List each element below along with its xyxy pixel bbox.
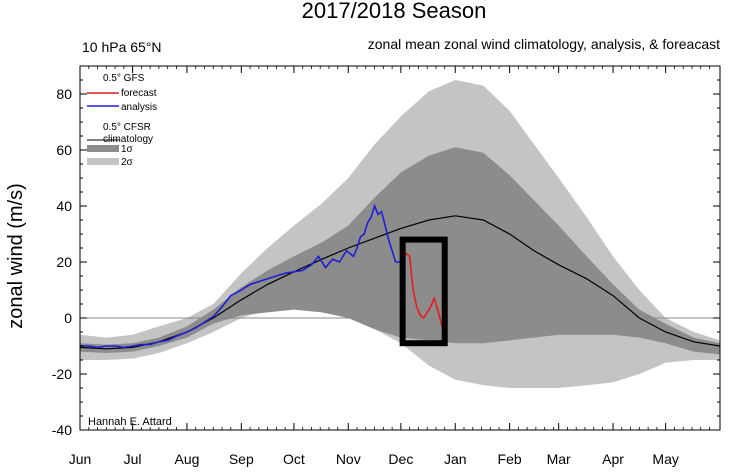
- legend-cfsr-title: 0.5° CFSR: [103, 122, 151, 133]
- legend-gfs-title: 0.5° GFS: [103, 73, 145, 84]
- y-tick-label: 0: [64, 310, 72, 326]
- highlight-box: [399, 236, 448, 347]
- x-tick-label: Mar: [547, 451, 571, 467]
- legend-2sigma-swatch: [87, 158, 119, 165]
- y-tick-label: 80: [56, 86, 72, 102]
- axes: -40 -20 0 20 40 60 80 Jun Jul Aug Sep Oct Nov Dec Jan F…: [52, 65, 721, 467]
- legend-forecast-label: forecast: [121, 88, 157, 99]
- y-axis-label: zonal wind (m/s): [5, 183, 27, 329]
- y-tick-label: -20: [52, 366, 72, 382]
- chart-title: 2017/2018 Season: [302, 0, 487, 23]
- x-tick-label: Dec: [388, 451, 413, 467]
- x-tick-label: Nov: [336, 451, 361, 467]
- x-tick-label: Jan: [444, 451, 467, 467]
- legend-1sigma-label: 1σ: [121, 144, 134, 155]
- highlight-box-layer: [399, 236, 448, 347]
- y-tick-label: 60: [56, 142, 72, 158]
- x-tick-label: Jun: [69, 451, 92, 467]
- x-tick-label: Oct: [283, 451, 305, 467]
- x-tick-label: Sep: [229, 451, 254, 467]
- legend: 0.5° GFS forecast analysis 0.5° CFSR cli…: [87, 73, 157, 168]
- x-tick-label: May: [652, 451, 678, 467]
- x-tick-label: Feb: [498, 451, 522, 467]
- analysis-line: [80, 203, 404, 349]
- x-tick-label: Aug: [174, 451, 199, 467]
- legend-analysis-label: analysis: [121, 102, 157, 113]
- y-tick-label: 20: [56, 254, 72, 270]
- chart-subtitle-left: 10 hPa 65°N: [82, 39, 162, 55]
- author-credit: Hannah E. Attard: [88, 416, 172, 428]
- y-tick-label: 40: [56, 198, 72, 214]
- x-tick-label: Apr: [602, 451, 624, 467]
- chart-subtitle-right: zonal mean zonal wind climatology, analy…: [368, 36, 720, 52]
- legend-climatology-label: climatology: [103, 134, 153, 145]
- legend-2sigma-label: 2σ: [121, 157, 134, 168]
- legend-1sigma-swatch: [87, 145, 119, 152]
- forecast-line: [401, 252, 446, 333]
- x-tick-label: Jul: [124, 451, 142, 467]
- y-tick-label: -40: [52, 422, 72, 438]
